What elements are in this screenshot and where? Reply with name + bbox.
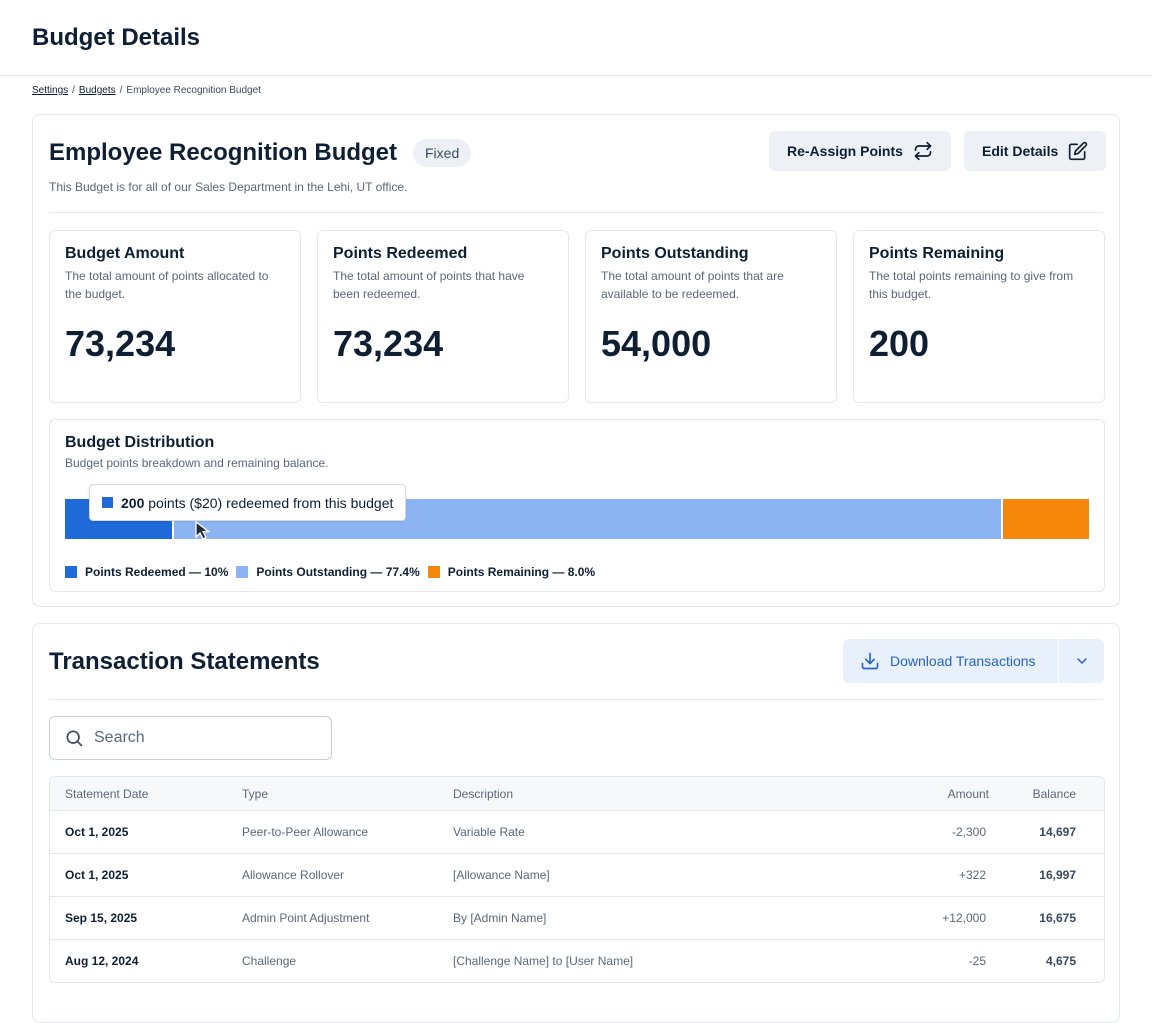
download-button: Download Transactions — [843, 639, 1104, 683]
distribution-card: Budget Distribution Budget points breakd… — [49, 419, 1105, 592]
table-cell: Peer-to-Peer Allowance — [242, 825, 369, 839]
top-bar: Budget Details — [0, 0, 1152, 76]
table-cell: 4,675 — [1045, 954, 1076, 968]
breadcrumb-separator: / — [72, 85, 75, 96]
legend: Points Redeemed — 10% Points Outstanding … — [65, 565, 595, 579]
table-row[interactable]: Oct 1, 2025 Peer-to-Peer Allowance Variabl… — [50, 810, 1104, 853]
distribution-subtitle: Budget points breakdown and remaining ba… — [65, 456, 329, 470]
breadcrumb-current: Employee Recognition Budget — [126, 85, 261, 96]
table-cell: [Allowance Name] — [453, 868, 550, 882]
divider — [49, 699, 1103, 700]
stat-title: Points Remaining — [869, 245, 1005, 262]
legend-item: Points Redeemed — 10% — [65, 565, 228, 579]
tooltip-points: 200 — [121, 494, 145, 511]
divider — [49, 212, 1103, 213]
stat-card: Points Redeemed The total amount of point… — [317, 230, 569, 403]
bar-segment — [1003, 499, 1089, 539]
table-cell: 16,997 — [1039, 868, 1076, 882]
tooltip: 200 points ($20) redeemed from this budg… — [89, 484, 407, 521]
column-header: Balance — [1032, 786, 1076, 801]
download-menu[interactable] — [1059, 639, 1104, 683]
table-cell: 16,675 — [1039, 911, 1076, 925]
transactions-title: Transaction Statements — [49, 648, 320, 675]
page-title: Budget Details — [32, 24, 201, 51]
table-cell: [Challenge Name] to [User Name] — [453, 954, 634, 968]
distribution-title: Budget Distribution — [65, 434, 215, 451]
badge: Fixed — [413, 139, 472, 167]
stat-description: The total amount of points that have bee… — [333, 269, 525, 301]
table-row[interactable]: Sep 15, 2025 Admin Point Adjustment By [Ad… — [50, 896, 1104, 939]
stat-title: Points Outstanding — [601, 245, 749, 262]
column-header: Amount — [947, 786, 989, 801]
stats: Budget Amount The total amount of points … — [49, 230, 1105, 403]
cursor — [195, 521, 211, 540]
breadcrumb-link[interactable]: Settings — [32, 85, 69, 96]
download-icon — [861, 652, 879, 670]
legend-swatch — [65, 566, 77, 578]
stat-description: The total amount of points that are avai… — [601, 269, 784, 301]
table-cell: +12,000 — [942, 911, 986, 925]
table-cell: Aug 12, 2024 — [65, 954, 139, 968]
legend-swatch — [236, 566, 249, 578]
column-header: Description — [453, 786, 514, 801]
table-cell: Admin Point Adjustment — [242, 911, 370, 925]
stat-description: The total amount of points allocated to … — [65, 269, 269, 301]
breadcrumb-separator: / — [119, 85, 123, 96]
table: Statement Date Type Description Amount Balan… — [49, 776, 1105, 983]
stat-value: 54,000 — [601, 323, 712, 364]
table-cell: +322 — [958, 868, 986, 882]
table-cell: Oct 1, 2025 — [65, 825, 129, 839]
table-row[interactable]: Oct 1, 2025 Allowance Rollover [Allowance … — [50, 853, 1104, 896]
table-cell: Challenge — [242, 954, 297, 968]
stat-value: 73,234 — [65, 323, 176, 364]
table-cell: Sep 15, 2025 — [65, 911, 138, 925]
reassign-button[interactable]: Re-Assign Points — [769, 131, 951, 171]
legend-label: Points Outstanding — 77.4% — [256, 565, 420, 579]
download-main[interactable]: Download Transactions — [843, 639, 1059, 683]
stat-title: Budget Amount — [65, 245, 185, 262]
search-box[interactable]: Search — [49, 716, 332, 760]
stat-title: Points Redeemed — [333, 245, 468, 262]
budget-title: Employee Recognition Budget — [49, 139, 398, 166]
breadcrumb-link[interactable]: Budgets — [78, 85, 116, 96]
budget-description: This Budget is for all of our Sales Depa… — [49, 180, 408, 194]
table-cell: -2,300 — [951, 825, 986, 839]
stat-value: 200 — [869, 323, 930, 364]
table-cell: Allowance Rollover — [242, 868, 345, 882]
search-placeholder: Search — [94, 729, 145, 746]
swap-icon — [914, 141, 932, 161]
download-label: Download Transactions — [890, 653, 1036, 669]
legend-label: Points Remaining — 8.0% — [447, 565, 596, 579]
stat-value: 73,234 — [333, 323, 444, 364]
table-cell: -25 — [968, 954, 986, 968]
column-header: Statement Date — [65, 786, 149, 801]
table-cell: Oct 1, 2025 — [65, 868, 129, 882]
table-header: Statement Date Type Description Amount Balan… — [50, 777, 1104, 810]
table-row[interactable]: Aug 12, 2024 Challenge [Challenge Name] to… — [50, 939, 1104, 982]
edit-button[interactable]: Edit Details — [964, 131, 1107, 171]
stat-card: Budget Amount The total amount of points … — [49, 230, 301, 403]
budget-card: Employee Recognition Budget Fixed This B… — [32, 114, 1120, 607]
button-label: Edit Details — [982, 143, 1059, 159]
legend-swatch — [427, 566, 440, 578]
column-header: Type — [242, 786, 269, 801]
tooltip-swatch — [102, 497, 113, 508]
table-cell: Variable Rate — [453, 825, 525, 839]
legend-label: Points Redeemed — 10% — [85, 565, 229, 579]
breadcrumb: Settings / Budgets / Employee Recognition Bu… — [32, 85, 261, 96]
tooltip-text: points ($20) redeemed from this budget — [148, 494, 394, 511]
search-icon — [66, 730, 83, 747]
edit-icon — [1069, 141, 1088, 161]
stat-card: Points Outstanding The total amount of po… — [585, 230, 837, 403]
stat-description: The total points remaining to give from … — [869, 269, 1074, 301]
table-cell: 14,697 — [1039, 825, 1076, 839]
stat-card: Points Remaining The total points remaini… — [853, 230, 1105, 403]
table-cell: By [Admin Name] — [453, 911, 547, 925]
transactions-card: Transaction Statements Download Transact… — [32, 623, 1120, 1023]
button-label: Re-Assign Points — [787, 143, 903, 159]
legend-item: Points Outstanding — 77.4% — [236, 565, 420, 579]
chevron-icon — [1076, 658, 1087, 665]
legend-item: Points Remaining — 8.0% — [427, 565, 596, 579]
